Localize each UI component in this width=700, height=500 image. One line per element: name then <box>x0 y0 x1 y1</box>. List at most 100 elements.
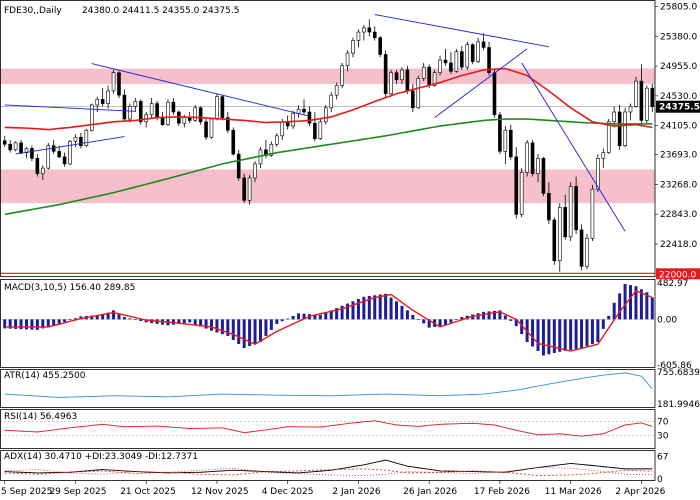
candle <box>639 64 644 127</box>
macd-bar <box>14 319 18 329</box>
macd-bar <box>552 319 556 354</box>
candle-body <box>427 66 431 86</box>
macd-bar <box>52 319 56 326</box>
candle <box>383 50 388 98</box>
candle <box>318 119 323 141</box>
candle <box>323 104 328 125</box>
macd-bar <box>8 319 12 329</box>
adx-panel[interactable]: ADX(14) 30.4710 +DI:23.3049 -DI:12.7371 <box>4 452 653 477</box>
candle-body <box>340 65 344 86</box>
macd-bar <box>618 293 622 320</box>
candle-body <box>454 51 459 72</box>
macd-tick-label: 0.00 <box>657 315 677 325</box>
price-panel[interactable]: FDE30,,Daily 24380.0 24411.5 24355.0 243… <box>0 6 655 274</box>
candle-body <box>606 121 611 153</box>
ma-slow-line <box>4 118 653 216</box>
candle <box>476 37 480 63</box>
macd-bar <box>395 301 399 320</box>
macd-bar <box>460 317 464 320</box>
macd-bar <box>601 319 605 329</box>
candle <box>536 154 540 183</box>
candle <box>226 112 230 134</box>
candle-body <box>198 107 203 123</box>
candle <box>460 46 464 70</box>
candle-body <box>650 87 655 108</box>
trendline <box>521 62 626 232</box>
panel-frame <box>0 0 656 277</box>
candle <box>579 224 584 271</box>
candle-body <box>79 136 83 146</box>
macd-bar <box>313 314 317 320</box>
candle-body <box>492 72 497 116</box>
candle <box>503 126 508 164</box>
candle-body <box>362 27 366 33</box>
macd-bar <box>612 302 616 320</box>
atr-panel[interactable]: ATR(14) 455.2500 <box>4 371 653 398</box>
candle-body <box>421 66 426 79</box>
candle-body <box>236 153 241 179</box>
candle <box>617 104 622 150</box>
macd-bar <box>46 319 50 327</box>
candle <box>68 140 72 166</box>
macd-bar <box>563 319 567 351</box>
candle <box>253 161 257 183</box>
macd-panel[interactable]: MACD(3,10,5) 156.40 289.85 <box>0 283 655 356</box>
candle-body <box>329 94 334 109</box>
macd-bar <box>356 299 360 320</box>
candle-body <box>242 177 246 201</box>
candle-body <box>2 140 7 145</box>
candle-body <box>449 62 453 72</box>
trendlines <box>4 14 626 232</box>
candle-body <box>318 121 323 139</box>
price-tick-label: 24955.0 <box>660 62 697 72</box>
macd-bar <box>427 319 431 328</box>
macd-bar <box>253 319 257 344</box>
candle-body <box>84 129 89 146</box>
macd-bar <box>286 318 290 320</box>
macd-bar <box>144 319 148 323</box>
atr-line <box>4 372 653 398</box>
rsi-panel[interactable]: RSI(14) 56.4963 <box>0 412 655 437</box>
candle-body <box>171 101 176 113</box>
candle <box>547 182 551 225</box>
candle <box>411 83 415 112</box>
candle <box>650 83 655 112</box>
macd-bar <box>378 294 382 320</box>
time-tick-label: 11 Mar 2026 <box>545 487 602 497</box>
macd-bar <box>188 319 192 323</box>
candle-body <box>628 106 633 113</box>
macd-bar <box>590 319 594 344</box>
candle <box>634 76 638 108</box>
panel-frame <box>0 450 656 481</box>
support-tag: 22000.0 <box>656 268 700 280</box>
candle <box>100 88 105 107</box>
candle <box>470 43 475 65</box>
candle-body <box>351 40 355 54</box>
candle <box>514 147 519 219</box>
macd-bar <box>634 286 638 320</box>
candle-body <box>530 142 535 175</box>
macd-bar <box>35 319 39 330</box>
candle-body <box>568 186 573 238</box>
macd-bar <box>400 305 404 320</box>
macd-bar <box>351 301 355 320</box>
chart-header-ohlc: 24380.0 24411.5 24355.0 24375.5 <box>82 6 239 16</box>
candle-body <box>601 152 606 159</box>
macd-bar <box>117 313 121 320</box>
macd-bar <box>258 319 262 342</box>
macd-bar <box>547 319 551 355</box>
candle <box>122 89 127 122</box>
candle-body <box>498 114 502 152</box>
chart-header-symbol: FDE30,,Daily <box>4 6 62 16</box>
candle-body <box>405 69 410 92</box>
di-plus-line <box>4 468 653 477</box>
candle <box>345 50 350 72</box>
candle <box>378 36 382 58</box>
adx-label: ADX(14) 30.4710 +DI:23.3049 -DI:12.7371 <box>4 452 198 462</box>
candle-body <box>481 41 486 48</box>
candle-body <box>645 87 649 121</box>
adx-tick-label: 67 <box>657 452 668 462</box>
macd-bar <box>503 315 507 320</box>
resistance-zone-0 <box>0 68 655 84</box>
